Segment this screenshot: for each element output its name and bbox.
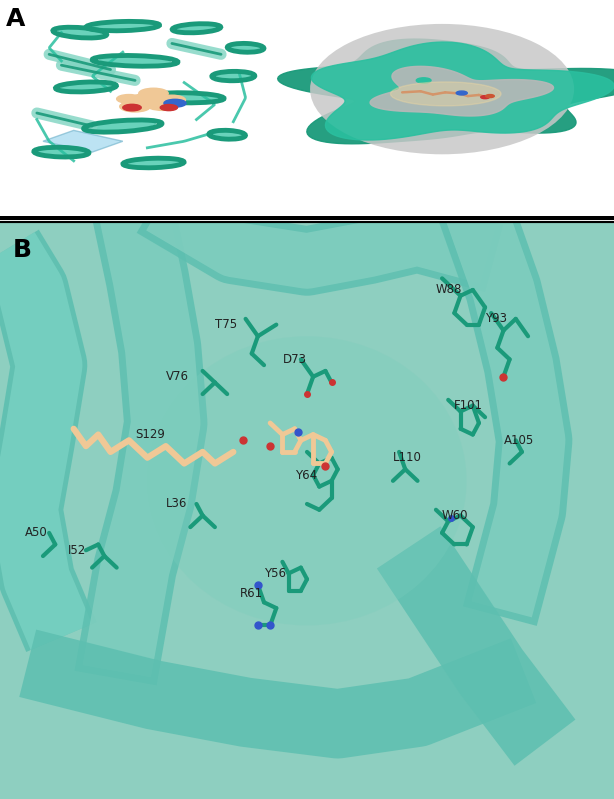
Circle shape (158, 95, 185, 105)
Text: Y56: Y56 (264, 567, 286, 580)
Text: A105: A105 (503, 434, 534, 447)
Text: B: B (12, 238, 31, 262)
Text: L110: L110 (393, 451, 422, 464)
Ellipse shape (91, 22, 154, 30)
Text: I52: I52 (68, 544, 86, 557)
Ellipse shape (57, 29, 103, 37)
Circle shape (164, 99, 186, 107)
Ellipse shape (150, 94, 218, 101)
Text: R61: R61 (239, 587, 263, 600)
Ellipse shape (90, 121, 156, 130)
Text: D73: D73 (282, 353, 306, 366)
Text: A50: A50 (25, 527, 47, 539)
Ellipse shape (38, 149, 85, 156)
Text: T75: T75 (215, 318, 237, 331)
Circle shape (416, 78, 431, 83)
Polygon shape (43, 130, 123, 152)
Circle shape (120, 101, 150, 112)
Circle shape (456, 91, 467, 95)
Ellipse shape (212, 132, 243, 138)
Text: F101: F101 (454, 400, 483, 412)
Ellipse shape (176, 25, 217, 31)
Ellipse shape (230, 45, 261, 51)
FancyBboxPatch shape (0, 15, 295, 206)
Polygon shape (370, 66, 553, 116)
Circle shape (481, 96, 489, 98)
Circle shape (139, 88, 168, 98)
Text: L36: L36 (166, 498, 187, 511)
Circle shape (160, 105, 177, 110)
Circle shape (117, 94, 141, 103)
Circle shape (123, 105, 141, 111)
Ellipse shape (99, 57, 171, 65)
Circle shape (131, 93, 170, 107)
Text: A: A (6, 6, 26, 30)
Ellipse shape (310, 24, 574, 154)
Ellipse shape (147, 336, 467, 626)
Text: S129: S129 (135, 428, 165, 441)
Ellipse shape (215, 73, 252, 79)
Polygon shape (311, 42, 614, 140)
Polygon shape (278, 39, 614, 144)
FancyBboxPatch shape (0, 221, 614, 799)
Ellipse shape (60, 83, 112, 90)
Ellipse shape (391, 82, 501, 105)
Ellipse shape (128, 160, 179, 166)
Text: Y64: Y64 (295, 468, 317, 482)
Circle shape (146, 98, 180, 110)
Text: V76: V76 (166, 370, 188, 384)
Text: W60: W60 (442, 509, 468, 522)
Text: Y93: Y93 (485, 312, 507, 325)
Circle shape (486, 94, 494, 97)
Text: W88: W88 (436, 284, 462, 296)
